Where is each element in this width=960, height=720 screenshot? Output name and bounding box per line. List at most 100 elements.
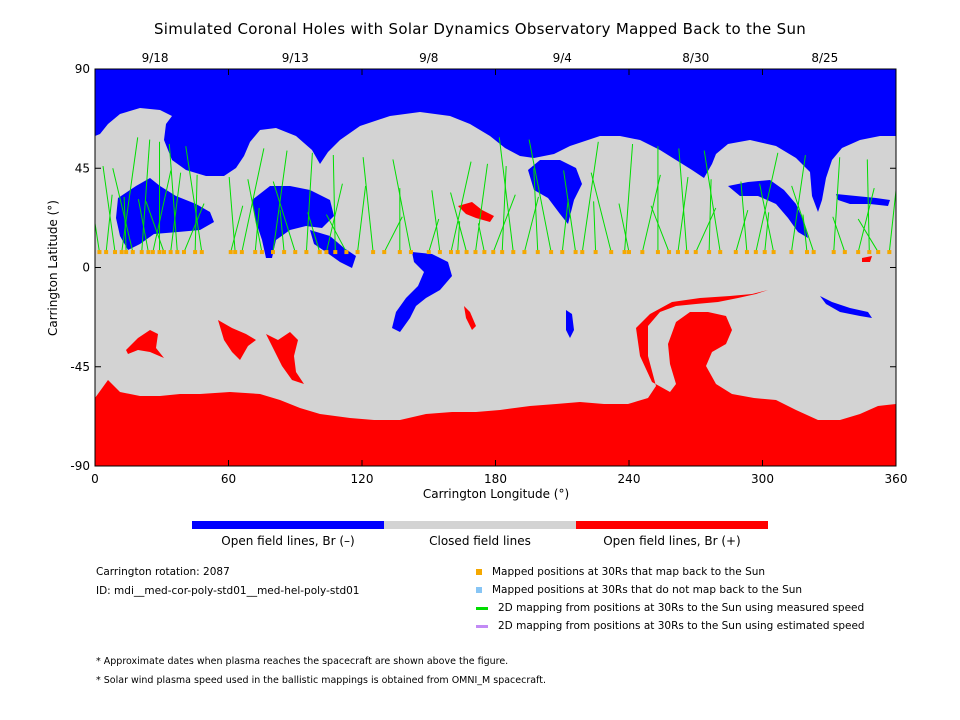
model-id: ID: mdi__med-cor-poly-std01__med-hel-pol…: [96, 585, 360, 597]
mapped-point: [464, 250, 469, 255]
mapping-line: [888, 190, 897, 253]
purple-line-icon: [476, 624, 488, 628]
mapping-line: [307, 212, 321, 253]
x-tick-label: 240: [618, 472, 641, 486]
mapped-point: [560, 250, 565, 255]
top-date-label: 9/18: [142, 51, 169, 65]
mapping-line: [141, 139, 151, 253]
mapped-point: [333, 250, 338, 255]
mapped-point: [693, 250, 698, 255]
mapped-point: [511, 250, 516, 255]
mapping-line: [357, 185, 367, 253]
mapped-point: [282, 250, 287, 255]
mapped-point: [580, 250, 585, 255]
mapped-point: [733, 250, 738, 255]
mapping-line: [563, 170, 577, 253]
mapped-point: [718, 250, 723, 255]
mapping-line: [325, 214, 347, 253]
mapped-point: [199, 250, 204, 255]
mapped-point: [805, 250, 809, 255]
mapping-line: [168, 143, 178, 253]
mapped-point: [473, 250, 478, 255]
mapped-point: [522, 250, 527, 255]
mapped-point: [344, 250, 349, 255]
legend-item-mapped-back: Mapped positions at 30Rs that map back t…: [476, 566, 765, 578]
legend-label: 2D mapping from positions at 30Rs to the…: [498, 602, 865, 614]
mapping-line: [112, 168, 134, 253]
top-date-label: 8/25: [811, 51, 838, 65]
negative-hole-2: [252, 186, 334, 258]
legend-item-estimated-speed: 2D mapping from positions at 30Rs to the…: [476, 620, 865, 632]
mapped-point: [150, 250, 155, 255]
colorbar-label: Open field lines, Br (–): [221, 534, 354, 548]
south-polar-coronal-hole: [95, 290, 896, 466]
mapped-point: [831, 250, 836, 255]
mapping-line: [94, 223, 100, 253]
mapping-line: [561, 199, 569, 253]
mapped-point: [593, 250, 598, 255]
mapped-point: [535, 250, 540, 255]
mapping-line: [145, 201, 165, 253]
y-tick-label: -90: [70, 459, 90, 473]
mapped-point: [239, 250, 244, 255]
legend-label: Mapped positions at 30Rs that do not map…: [492, 584, 803, 596]
mapped-point: [675, 250, 680, 255]
mapping-line: [123, 196, 127, 253]
colorbar-segment: [576, 521, 768, 529]
mapping-line: [121, 137, 139, 253]
legend-label: 2D mapping from positions at 30Rs to the…: [498, 620, 865, 632]
mapping-line: [450, 192, 468, 253]
legend-item-measured-speed: 2D mapping from positions at 30Rs to the…: [476, 602, 864, 614]
mapping-line: [755, 152, 779, 253]
colorbar-segment: [384, 521, 576, 529]
mapped-point: [228, 250, 233, 255]
note-speed-source: * Solar wind plasma speed used in the ba…: [96, 675, 546, 686]
mapping-line: [857, 187, 875, 253]
mapping-line: [183, 203, 205, 253]
mapping-line: [228, 177, 236, 253]
mapping-line: [791, 185, 815, 253]
mapped-point: [397, 250, 402, 255]
mapped-point: [842, 250, 847, 255]
mapped-point: [271, 250, 275, 255]
mapped-point: [113, 250, 118, 255]
positive-hole-5: [464, 306, 476, 330]
mapping-line: [498, 137, 514, 253]
mapping-line: [533, 168, 539, 253]
north-polar-coronal-hole: [95, 69, 896, 212]
colorbar-segment: [192, 521, 384, 529]
mapping-line: [137, 199, 149, 253]
mapped-point: [233, 250, 238, 255]
mapped-point: [771, 250, 776, 255]
mapping-line: [428, 218, 440, 253]
positive-hole-6: [862, 256, 872, 262]
mapping-line: [474, 163, 488, 253]
axes-layer: 0 60 120 180 240 300 360 90 45 0 -45 -90 9/18 9/13 9/8…: [70, 51, 907, 486]
negative-hole-8: [820, 296, 872, 318]
mapped-point: [293, 250, 298, 255]
mapping-line: [618, 203, 630, 253]
mapping-line: [832, 216, 846, 253]
mapped-point: [124, 250, 129, 255]
mapped-point: [168, 250, 173, 255]
mapped-point: [744, 250, 749, 255]
mapped-point: [97, 250, 102, 255]
mapping-line: [677, 177, 689, 253]
colorbar-label: Closed field lines: [429, 534, 531, 548]
mapping-line: [650, 205, 670, 253]
carrington-rotation: Carrington rotation: 2087: [96, 566, 230, 578]
mapped-point: [161, 250, 166, 255]
chart-title: Simulated Coronal Holes with Solar Dynam…: [153, 20, 807, 38]
y-tick-label: 45: [75, 161, 90, 175]
mapping-line: [641, 174, 661, 253]
mapped-point: [408, 250, 413, 255]
mapped-point: [304, 250, 309, 255]
mapped-point: [655, 250, 660, 255]
mapping-line: [523, 196, 539, 253]
mapped-point: [455, 250, 460, 255]
mapping-line: [590, 172, 612, 253]
mapping-line: [272, 181, 296, 253]
mapped-point: [667, 250, 672, 255]
mapping-line: [383, 216, 403, 253]
